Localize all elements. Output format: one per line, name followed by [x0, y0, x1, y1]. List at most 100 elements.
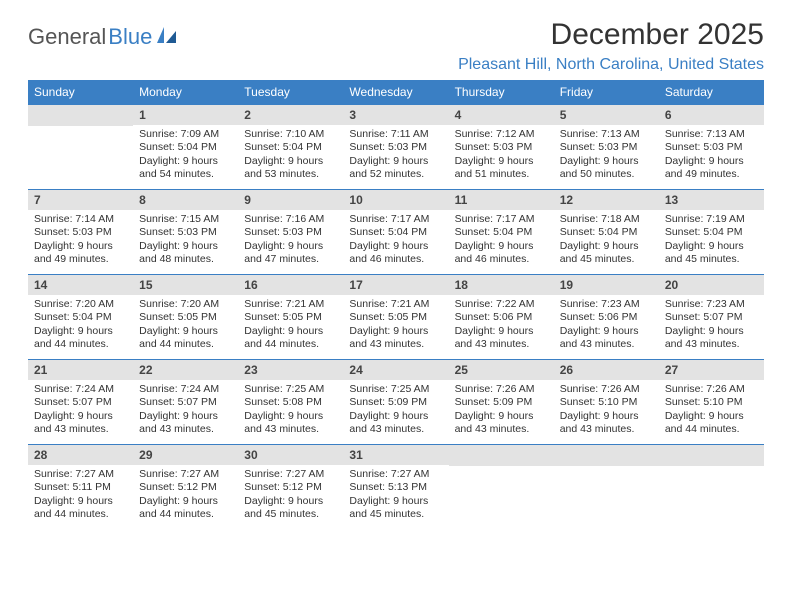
empty-day-bar	[554, 445, 659, 466]
day-cell	[554, 445, 659, 530]
day-info: Sunrise: 7:15 AMSunset: 5:03 PMDaylight:…	[139, 213, 232, 267]
daylight-line: Daylight: 9 hours and 43 minutes.	[244, 410, 337, 437]
day-number: 12	[554, 190, 659, 210]
day-cell: 15 Sunrise: 7:20 AMSunset: 5:05 PMDayligh…	[133, 275, 238, 360]
dow-header: Friday	[554, 80, 659, 105]
day-cell: 11Sunrise: 7:17 AMSunset: 5:04 PMDayligh…	[449, 190, 554, 275]
day-number: 22	[133, 360, 238, 380]
sunset-line: Sunset: 5:04 PM	[244, 141, 337, 154]
sunrise-line: Sunrise: 7:27 AM	[34, 468, 127, 481]
day-info: Sunrise: 7:25 AMSunset: 5:08 PMDaylight:…	[244, 383, 337, 437]
week-row: 1Sunrise: 7:09 AMSunset: 5:04 PMDaylight…	[28, 105, 764, 190]
day-cell: 20Sunrise: 7:23 AMSunset: 5:07 PMDayligh…	[659, 275, 764, 360]
daylight-line: Daylight: 9 hours and 43 minutes.	[560, 325, 653, 352]
day-info: Sunrise: 7:13 AMSunset: 5:03 PMDaylight:…	[665, 128, 758, 182]
daylight-line: Daylight: 9 hours and 49 minutes.	[665, 155, 758, 182]
day-info: Sunrise: 7:20 AMSunset: 5:05 PMDaylight:…	[139, 298, 232, 352]
day-info: Sunrise: 7:26 AMSunset: 5:10 PMDaylight:…	[665, 383, 758, 437]
day-number: 24	[343, 360, 448, 380]
day-info: Sunrise: 7:11 AMSunset: 5:03 PMDaylight:…	[349, 128, 442, 182]
day-content: 29Sunrise: 7:27 AMSunset: 5:12 PMDayligh…	[133, 445, 238, 529]
day-info: Sunrise: 7:26 AMSunset: 5:10 PMDaylight:…	[560, 383, 653, 437]
day-info: Sunrise: 7:27 AMSunset: 5:11 PMDaylight:…	[34, 468, 127, 522]
sunset-line: Sunset: 5:12 PM	[139, 481, 232, 494]
day-info: Sunrise: 7:23 AMSunset: 5:06 PMDaylight:…	[560, 298, 653, 352]
week-row: 14Sunrise: 7:20 AMSunset: 5:04 PMDayligh…	[28, 275, 764, 360]
day-info: Sunrise: 7:13 AMSunset: 5:03 PMDaylight:…	[560, 128, 653, 182]
day-cell	[659, 445, 764, 530]
daylight-line: Daylight: 9 hours and 44 minutes.	[34, 495, 127, 522]
day-info: Sunrise: 7:16 AMSunset: 5:03 PMDaylight:…	[244, 213, 337, 267]
header: General Blue December 2025 Pleasant Hill…	[28, 18, 764, 74]
day-cell: 2Sunrise: 7:10 AMSunset: 5:04 PMDaylight…	[238, 105, 343, 190]
day-info: Sunrise: 7:27 AMSunset: 5:12 PMDaylight:…	[244, 468, 337, 522]
sunset-line: Sunset: 5:10 PM	[665, 396, 758, 409]
sunset-line: Sunset: 5:04 PM	[349, 226, 442, 239]
sunset-line: Sunset: 5:09 PM	[349, 396, 442, 409]
day-content: 9 Sunrise: 7:16 AMSunset: 5:03 PMDaylight…	[238, 190, 343, 274]
day-cell: 21Sunrise: 7:24 AMSunset: 5:07 PMDayligh…	[28, 360, 133, 445]
sunset-line: Sunset: 5:03 PM	[34, 226, 127, 239]
day-number: 8	[133, 190, 238, 210]
sunrise-line: Sunrise: 7:15 AM	[139, 213, 232, 226]
day-number: 9	[238, 190, 343, 210]
day-cell: 23Sunrise: 7:25 AMSunset: 5:08 PMDayligh…	[238, 360, 343, 445]
day-number: 21	[28, 360, 133, 380]
daylight-line: Daylight: 9 hours and 45 minutes.	[244, 495, 337, 522]
dow-header: Monday	[133, 80, 238, 105]
day-content: 1Sunrise: 7:09 AMSunset: 5:04 PMDaylight…	[133, 105, 238, 189]
day-info: Sunrise: 7:21 AMSunset: 5:05 PMDaylight:…	[349, 298, 442, 352]
title-block: December 2025 Pleasant Hill, North Carol…	[458, 18, 764, 74]
sunrise-line: Sunrise: 7:24 AM	[139, 383, 232, 396]
day-cell: 25Sunrise: 7:26 AMSunset: 5:09 PMDayligh…	[449, 360, 554, 445]
sunset-line: Sunset: 5:03 PM	[665, 141, 758, 154]
sunset-line: Sunset: 5:03 PM	[560, 141, 653, 154]
sunrise-line: Sunrise: 7:20 AM	[34, 298, 127, 311]
sunset-line: Sunset: 5:05 PM	[349, 311, 442, 324]
sunrise-line: Sunrise: 7:27 AM	[244, 468, 337, 481]
day-cell: 31Sunrise: 7:27 AMSunset: 5:13 PMDayligh…	[343, 445, 448, 530]
sunrise-line: Sunrise: 7:17 AM	[349, 213, 442, 226]
day-content: 19 Sunrise: 7:23 AMSunset: 5:06 PMDayligh…	[554, 275, 659, 359]
day-content: 2Sunrise: 7:10 AMSunset: 5:04 PMDaylight…	[238, 105, 343, 189]
empty-day-bar	[659, 445, 764, 466]
day-number: 15	[133, 275, 238, 295]
day-content: 10 Sunrise: 7:17 AMSunset: 5:04 PMDayligh…	[343, 190, 448, 274]
day-cell: 9 Sunrise: 7:16 AMSunset: 5:03 PMDaylight…	[238, 190, 343, 275]
day-content: 17Sunrise: 7:21 AMSunset: 5:05 PMDayligh…	[343, 275, 448, 359]
day-cell: 18Sunrise: 7:22 AMSunset: 5:06 PMDayligh…	[449, 275, 554, 360]
calendar-page: General Blue December 2025 Pleasant Hill…	[0, 0, 792, 547]
daylight-line: Daylight: 9 hours and 43 minutes.	[665, 325, 758, 352]
sunset-line: Sunset: 5:04 PM	[34, 311, 127, 324]
day-number: 29	[133, 445, 238, 465]
day-number: 19	[554, 275, 659, 295]
sunrise-line: Sunrise: 7:21 AM	[244, 298, 337, 311]
sunrise-line: Sunrise: 7:27 AM	[349, 468, 442, 481]
day-number: 30	[238, 445, 343, 465]
sunrise-line: Sunrise: 7:23 AM	[560, 298, 653, 311]
daylight-line: Daylight: 9 hours and 43 minutes.	[139, 410, 232, 437]
day-number: 10	[343, 190, 448, 210]
day-content: 30 Sunrise: 7:27 AMSunset: 5:12 PMDayligh…	[238, 445, 343, 529]
sunset-line: Sunset: 5:07 PM	[139, 396, 232, 409]
day-cell: 16Sunrise: 7:21 AMSunset: 5:05 PMDayligh…	[238, 275, 343, 360]
day-cell: 10 Sunrise: 7:17 AMSunset: 5:04 PMDayligh…	[343, 190, 448, 275]
empty-day-bar	[28, 105, 133, 126]
day-content: 4Sunrise: 7:12 AMSunset: 5:03 PMDaylight…	[449, 105, 554, 189]
day-cell: 13Sunrise: 7:19 AMSunset: 5:04 PMDayligh…	[659, 190, 764, 275]
daylight-line: Daylight: 9 hours and 49 minutes.	[34, 240, 127, 267]
day-info: Sunrise: 7:09 AMSunset: 5:04 PMDaylight:…	[139, 128, 232, 182]
empty-day-bar	[449, 445, 554, 466]
daylight-line: Daylight: 9 hours and 43 minutes.	[560, 410, 653, 437]
daylight-line: Daylight: 9 hours and 46 minutes.	[349, 240, 442, 267]
day-cell: 3Sunrise: 7:11 AMSunset: 5:03 PMDaylight…	[343, 105, 448, 190]
sunrise-line: Sunrise: 7:12 AM	[455, 128, 548, 141]
day-number: 5	[554, 105, 659, 125]
day-info: Sunrise: 7:26 AMSunset: 5:09 PMDaylight:…	[455, 383, 548, 437]
day-cell: 14Sunrise: 7:20 AMSunset: 5:04 PMDayligh…	[28, 275, 133, 360]
day-cell	[28, 105, 133, 190]
daylight-line: Daylight: 9 hours and 44 minutes.	[139, 325, 232, 352]
day-content: 3Sunrise: 7:11 AMSunset: 5:03 PMDaylight…	[343, 105, 448, 189]
sunrise-line: Sunrise: 7:14 AM	[34, 213, 127, 226]
sunrise-line: Sunrise: 7:10 AM	[244, 128, 337, 141]
